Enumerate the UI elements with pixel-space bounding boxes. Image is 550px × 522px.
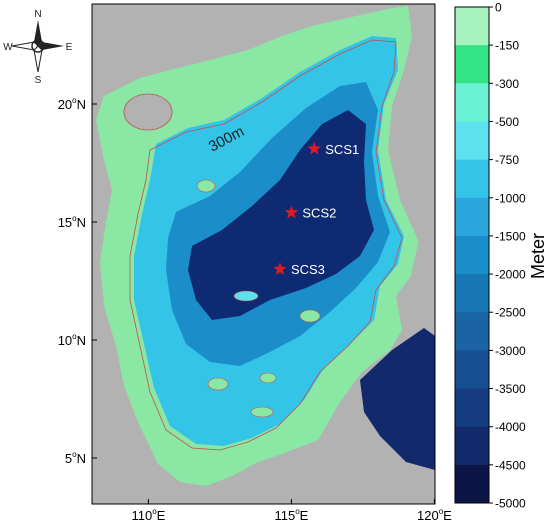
map-frame [91,3,436,505]
compass-south-label: S [35,75,42,86]
colorbar-level-label: -150 [495,39,519,53]
colorbar-band [455,83,489,122]
colorbar-band [455,121,489,161]
station-label: SCS1 [325,142,359,157]
lon-tick-label: 115oE [274,507,308,522]
colorbar-band [455,312,489,351]
colorbar-level-label: -1500 [495,229,526,243]
colorbar-band [455,388,489,428]
depth-colorbar: 0 -150 -300 -500 -750 -1000 -1500 -2000 -2500 -30… [454,1,548,511]
reef-bank [233,290,259,302]
colorbar-level-label: -3500 [495,382,526,396]
colorbar-level-label: -750 [495,153,519,167]
colorbar-bands [455,7,489,504]
longitude-axis: 110oE 115oE 120oE [131,499,452,522]
colorbar-band [455,159,489,199]
colorbar-frame [454,6,490,504]
lat-tick-label: 15oN [58,214,86,230]
reef-bank [250,406,274,418]
colorbar-title: Meter [528,233,548,279]
compass-rose: N S W E [3,9,72,86]
colorbar-level-label: -4000 [495,420,526,434]
colorbar-level-label: -2000 [495,268,526,282]
deep-basin [188,110,374,320]
colorbar-labels: 0 -150 -300 -500 -750 -1000 -1500 -2000 -2500 -30… [489,1,526,511]
latitude-axis: 20oN 15oN 10oN 5oN [58,96,97,466]
station-marker-icon [307,141,321,155]
station-marker-icon [284,205,299,219]
colorbar-band [455,197,489,237]
station-label: SCS2 [302,206,336,221]
reef-bank [196,179,216,193]
hainan-island [123,93,173,131]
isobath-300m [129,39,403,451]
lon-tick-label: 110oE [131,507,165,522]
philippines-landmass [406,226,435,330]
colorbar-band [455,464,489,504]
colorbar-band [455,7,489,46]
colorbar-band [455,350,489,389]
colorbar-band [455,45,489,84]
compass-east-label: E [66,42,73,53]
compass-north-label: N [34,9,41,20]
colorbar-level-label: -2500 [495,306,526,320]
colorbar-level-label: -5000 [495,497,526,511]
colorbar-band [455,235,489,275]
colorbar-band [455,274,489,313]
station-marker-icon [273,262,287,275]
colorbar-band [455,426,489,466]
colorbar-level-label: -1000 [495,191,526,205]
compass-west-label: W [3,42,13,53]
station-label: SCS3 [291,262,325,277]
colorbar-level-label: -4500 [495,458,526,472]
colorbar-level-label: -300 [495,77,519,91]
colorbar-level-label: -3000 [495,344,526,358]
reef-bank [207,377,229,391]
stations-layer: SCS1 SCS2 SCS3 [273,141,359,277]
lat-tick-label: 10oN [58,332,86,348]
lon-tick-label: 120oE [417,507,452,522]
colorbar-level-label: 0 [495,1,502,15]
reef-bank [259,372,277,384]
colorbar-level-label: -500 [495,115,519,129]
reef-bank [299,309,321,323]
lat-tick-label: 20oN [58,96,86,112]
compass-icon [11,20,64,73]
lat-tick-label: 5oN [65,450,86,466]
southeast-trough [360,328,435,470]
